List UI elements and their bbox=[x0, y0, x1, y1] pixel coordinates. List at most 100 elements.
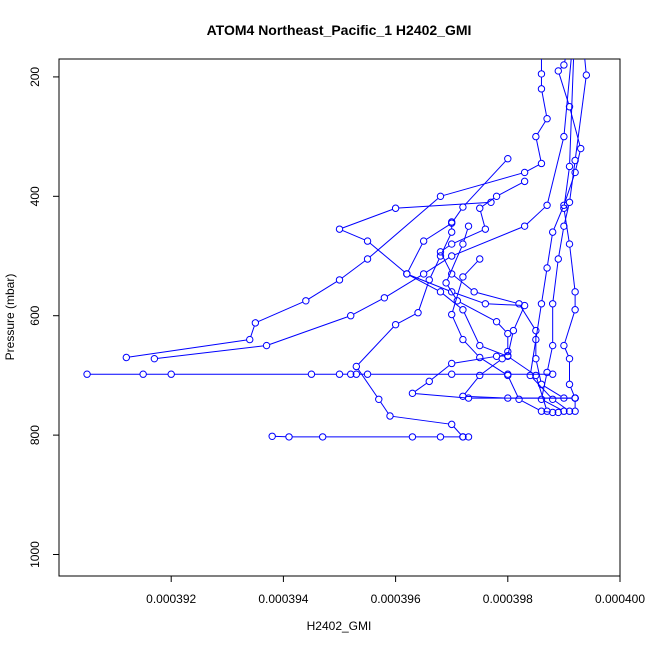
series-segment bbox=[426, 224, 450, 240]
series-segment bbox=[258, 301, 304, 323]
series-segment bbox=[477, 292, 517, 304]
series-segment bbox=[521, 400, 539, 411]
series-segment bbox=[464, 377, 479, 395]
data-point bbox=[560, 61, 568, 69]
x-axis: 0.000392 0.000394 0.000396 0.000398 0.000400 bbox=[146, 575, 645, 606]
series-segment bbox=[541, 271, 548, 301]
series-segment bbox=[380, 401, 389, 414]
data-point bbox=[504, 329, 512, 338]
data-point bbox=[543, 264, 551, 272]
series-segment bbox=[409, 274, 449, 292]
series-segment bbox=[453, 209, 462, 221]
data-point bbox=[504, 347, 512, 356]
series-13 bbox=[436, 177, 579, 402]
data-point bbox=[532, 354, 540, 363]
series-segment bbox=[453, 426, 462, 435]
data-point bbox=[520, 168, 529, 177]
data-point bbox=[504, 352, 512, 360]
data-point bbox=[363, 255, 372, 263]
data-point bbox=[537, 300, 546, 308]
data-point bbox=[375, 395, 383, 403]
data-point bbox=[352, 370, 361, 378]
series-segment bbox=[430, 258, 440, 278]
series-segment bbox=[415, 393, 466, 399]
series-segment bbox=[541, 91, 547, 116]
data-point bbox=[560, 341, 568, 350]
data-point bbox=[448, 420, 456, 429]
data-point bbox=[448, 219, 456, 227]
data-point bbox=[391, 320, 400, 329]
data-point bbox=[565, 407, 574, 415]
series-segment bbox=[510, 357, 534, 375]
data-point bbox=[571, 168, 579, 177]
series-segment bbox=[558, 229, 564, 256]
series-segment bbox=[454, 229, 483, 244]
data-point bbox=[352, 362, 361, 371]
data-point bbox=[571, 407, 579, 415]
data-point bbox=[448, 228, 456, 236]
series-segment bbox=[157, 345, 264, 359]
data-point bbox=[436, 252, 445, 260]
chart-title: ATOM4 Northeast_Pacific_1 H2402_GMI bbox=[207, 22, 472, 38]
data-point bbox=[492, 192, 501, 201]
data-point bbox=[554, 408, 562, 417]
series-segment bbox=[536, 361, 542, 382]
data-point bbox=[582, 71, 591, 79]
data-point bbox=[335, 225, 344, 233]
data-point bbox=[565, 198, 574, 206]
series-segment bbox=[454, 292, 483, 304]
data-point bbox=[548, 408, 557, 417]
series-segment bbox=[569, 163, 576, 200]
data-point bbox=[537, 159, 546, 168]
series-segment bbox=[431, 365, 450, 380]
series-segment bbox=[357, 368, 378, 397]
series-segment bbox=[482, 346, 505, 356]
data-point bbox=[565, 380, 574, 389]
series-segment bbox=[563, 59, 572, 134]
series-segment bbox=[398, 313, 416, 324]
data-point bbox=[436, 192, 445, 201]
data-point bbox=[167, 370, 175, 378]
series-8 bbox=[403, 154, 551, 415]
data-point bbox=[565, 162, 574, 171]
series-segment bbox=[269, 316, 348, 345]
data-point bbox=[425, 377, 433, 386]
series-5 bbox=[83, 370, 557, 378]
series-segment bbox=[442, 293, 461, 309]
data-point bbox=[560, 204, 568, 212]
series-segment bbox=[418, 282, 429, 310]
series-segment bbox=[535, 306, 542, 337]
series-segment bbox=[129, 339, 247, 358]
data-point bbox=[492, 317, 501, 326]
series-segment bbox=[527, 164, 539, 172]
data-point bbox=[302, 297, 310, 305]
data-point bbox=[537, 70, 546, 78]
series-segment bbox=[536, 139, 542, 161]
x-tick-label: 0.000398 bbox=[483, 592, 533, 606]
data-point bbox=[464, 222, 473, 230]
series-segment bbox=[341, 260, 366, 279]
data-point bbox=[453, 297, 462, 305]
data-point bbox=[83, 370, 91, 378]
data-point bbox=[448, 370, 456, 378]
series-segment bbox=[342, 208, 393, 229]
series-layer bbox=[83, 59, 591, 441]
data-point bbox=[419, 270, 428, 278]
data-point bbox=[548, 300, 557, 308]
series-segment bbox=[564, 348, 569, 356]
data-point bbox=[448, 240, 456, 248]
x-tick-label: 0.000400 bbox=[595, 592, 645, 606]
series-segment bbox=[537, 121, 546, 135]
series-segment bbox=[482, 358, 506, 375]
data-point bbox=[543, 407, 551, 415]
series-segment bbox=[563, 169, 570, 206]
data-point bbox=[408, 389, 417, 398]
y-tick-label: 800 bbox=[28, 425, 42, 445]
series-segment bbox=[447, 285, 457, 299]
series-segment bbox=[464, 341, 478, 356]
y-tick-label: 1000 bbox=[28, 541, 42, 568]
data-point bbox=[571, 156, 579, 165]
data-point bbox=[470, 288, 478, 296]
data-point bbox=[307, 370, 316, 378]
